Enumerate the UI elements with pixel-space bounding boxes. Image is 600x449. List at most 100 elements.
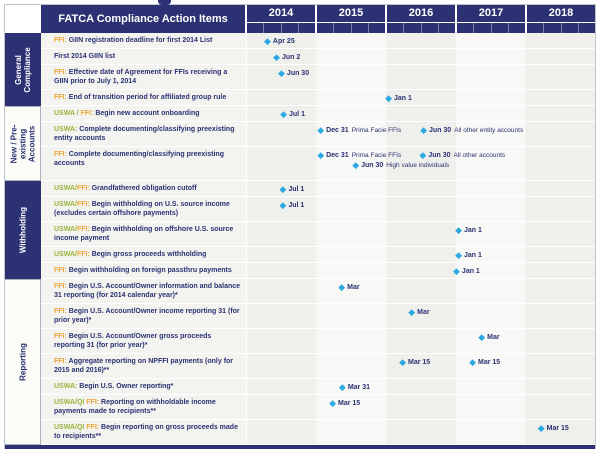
quarter-tick [457,23,475,33]
milestone-jul-1-2014: ◆ Jul 1 [280,109,305,119]
milestone-jun-30-2016: ◆ Jun 30 All other accounts [419,150,505,160]
action-item-label: FFI: Begin U.S. Account/Owner gross proc… [41,329,247,353]
table-row: USWA/FFI: Begin withholding on offshore … [41,222,595,247]
quarter-tick [509,23,527,33]
prefix-orange: FFI: [54,267,67,274]
quarter-tick [369,23,387,33]
section-label-text: General Compliance [13,46,32,93]
section-withholding: Withholding USWA/FFI: Grandfathered oblig… [5,181,595,279]
table-row: FFI: Effective date of Agreement for FFI… [41,65,595,90]
action-item-label: USWA / FFI: Begin new account onboarding [41,106,247,121]
prefix-orange: FFI: [54,283,67,290]
action-item-text: Aggregate reporting on NPFFI payments (o… [54,358,234,374]
timeline-cell: ◆ Mar 15 [247,395,595,419]
action-item-text: Begin U.S. Owner reporting* [77,383,174,390]
year-label-2017: 2017 [457,5,527,22]
timeline-cell: ◆ Jan 1 [247,263,595,278]
prefix-green: USWA/ [54,226,77,233]
action-item-text: Begin U.S. Account/Owner income reportin… [54,308,240,324]
timeline-cell: ◆ Jan 1 [247,222,595,246]
milestone-diamond-icon: ◆ [273,52,281,62]
milestone-note: High value individuals [386,161,450,169]
milestone-date: Jun 2 [282,53,301,61]
milestone-note: Prima Facie FFIs [351,126,402,134]
quarter-tick [317,23,335,33]
timeline-cell: ◆ Jan 1 [247,90,595,105]
timeline-cell: ◆ Jun 2 [247,49,595,64]
milestone-date: Dec 31 [326,126,349,134]
prefix-orange: FFI: [54,308,67,315]
milestone-jun-30-2016: ◆ Jun 30 All other entity accounts [420,125,523,135]
milestone-jul-1-2014: ◆ Jul 1 [279,184,304,194]
timeline-cell: ◆ Jan 1 [247,247,595,262]
timeline-cell: ◆ Mar 15 ◆ Mar 15 [247,354,595,378]
table-row: First 2014 GIIN list ◆ Jun 2 [41,49,595,65]
table-row: FFI: GIIN registration deadline for firs… [41,33,595,49]
milestone-diamond-icon: ◆ [455,250,463,260]
milestone-jan-1-2016: ◆ Jan 1 [385,93,412,103]
milestone-dec-31-2014: ◆ Dec 31 Prima Facie FFIs [317,150,401,160]
section-reporting: Reporting FFI: Begin U.S. Account/Owner i… [5,279,595,445]
sections-container: General Compliance FFI: GIIN registration… [5,33,595,445]
milestone-diamond-icon: ◆ [338,282,346,292]
milestone-mar-15-2015: ◆ Mar 15 [329,398,360,408]
milestone-date: Jun 30 [428,151,451,159]
table-row: FFI: Complete documenting/classifying pr… [41,147,595,181]
section-label-new-pre-existing-accounts: New / Pre- existing Accounts [5,106,41,181]
prefix-orange: FFI: [76,185,90,192]
timeline-cell: ◆ Apr 25 [247,33,595,48]
action-item-text: Complete documenting/classifying preexis… [54,126,235,142]
milestone-date: Mar 31 [347,383,370,391]
milestone-date: Mar 15 [338,399,361,407]
action-item-label: USWA/QI FFI: Begin reporting on gross pr… [41,420,247,444]
action-item-text: Begin reporting on gross proceeds made t… [54,424,238,440]
milestone-date: Mar 15 [546,424,569,432]
header-corner-cell [5,5,41,33]
milestone-mar-2017: ◆ Mar [478,332,499,342]
table-row: USWA/FFI: Begin withholding on U.S. sour… [41,197,595,222]
milestone-diamond-icon: ◆ [408,307,416,317]
section-label-withholding: Withholding [5,181,41,279]
milestone-diamond-icon: ◆ [280,109,288,119]
milestone-diamond-icon: ◆ [278,68,285,78]
milestone-date: Jun 30 [361,161,384,169]
milestone-note: Prima Facie FFIs [351,151,402,159]
action-item-label: FFI: Begin U.S. Account/Owner income rep… [41,304,247,328]
action-item-text: Begin withholding on foreign passthru pa… [66,267,232,274]
milestone-diamond-icon: ◆ [279,200,287,210]
milestone-date: Mar [347,283,360,291]
milestone-date: Jul 1 [288,201,305,209]
milestone-diamond-icon: ◆ [453,266,460,276]
prefix-orange: FFI: [54,37,67,44]
prefix-green: USWA/ [54,251,77,258]
timeline-cell: ◆ Dec 31 Prima Facie FFIs ◆ Jun 30 All other … [247,122,595,146]
quarter-tick [544,23,562,33]
milestone-diamond-icon: ◆ [478,332,486,342]
action-item-text: First 2014 GIIN list [54,53,116,60]
milestone-jul-1-2014: ◆ Jul 1 [279,200,304,210]
timeline-cell: ◆ Mar [247,304,595,328]
prefix-orange: FFI: [80,110,94,117]
milestone-apr-25-2014: ◆ Apr 25 [264,36,295,46]
prefix-orange: FFI: [76,226,90,233]
milestone-mar-15-2017: ◆ Mar 15 [469,357,500,367]
milestone-mar-2016: ◆ Mar [408,307,429,317]
milestone-mar-15-2016: ◆ Mar 15 [399,357,430,367]
timeline-cell: ◆ Mar [247,279,595,303]
quarter-tick [352,23,369,33]
action-item-label: First 2014 GIIN list [41,49,247,64]
action-item-text: Begin new account onboarding [93,110,200,117]
table-row: FFI: Begin U.S. Account/Owner informatio… [41,279,595,304]
milestone-jun-30-2014: ◆ Jun 30 [278,68,309,78]
quarter-ticks-row [247,22,595,33]
milestone-date: Jun 30 [429,126,452,134]
milestone-jun-30-2015: ◆ Jun 30 High value individuals [352,160,449,170]
milestone-diamond-icon: ◆ [329,398,337,408]
year-label-2018: 2018 [548,7,574,19]
quarter-tick [474,23,492,33]
year-label-2016: 2016 [387,5,457,22]
prefix-orange: FFI: [54,151,67,158]
table-row: FFI: Begin U.S. Account/Owner gross proc… [41,329,595,354]
timeline-cell: ◆ Mar 15 [247,420,595,444]
